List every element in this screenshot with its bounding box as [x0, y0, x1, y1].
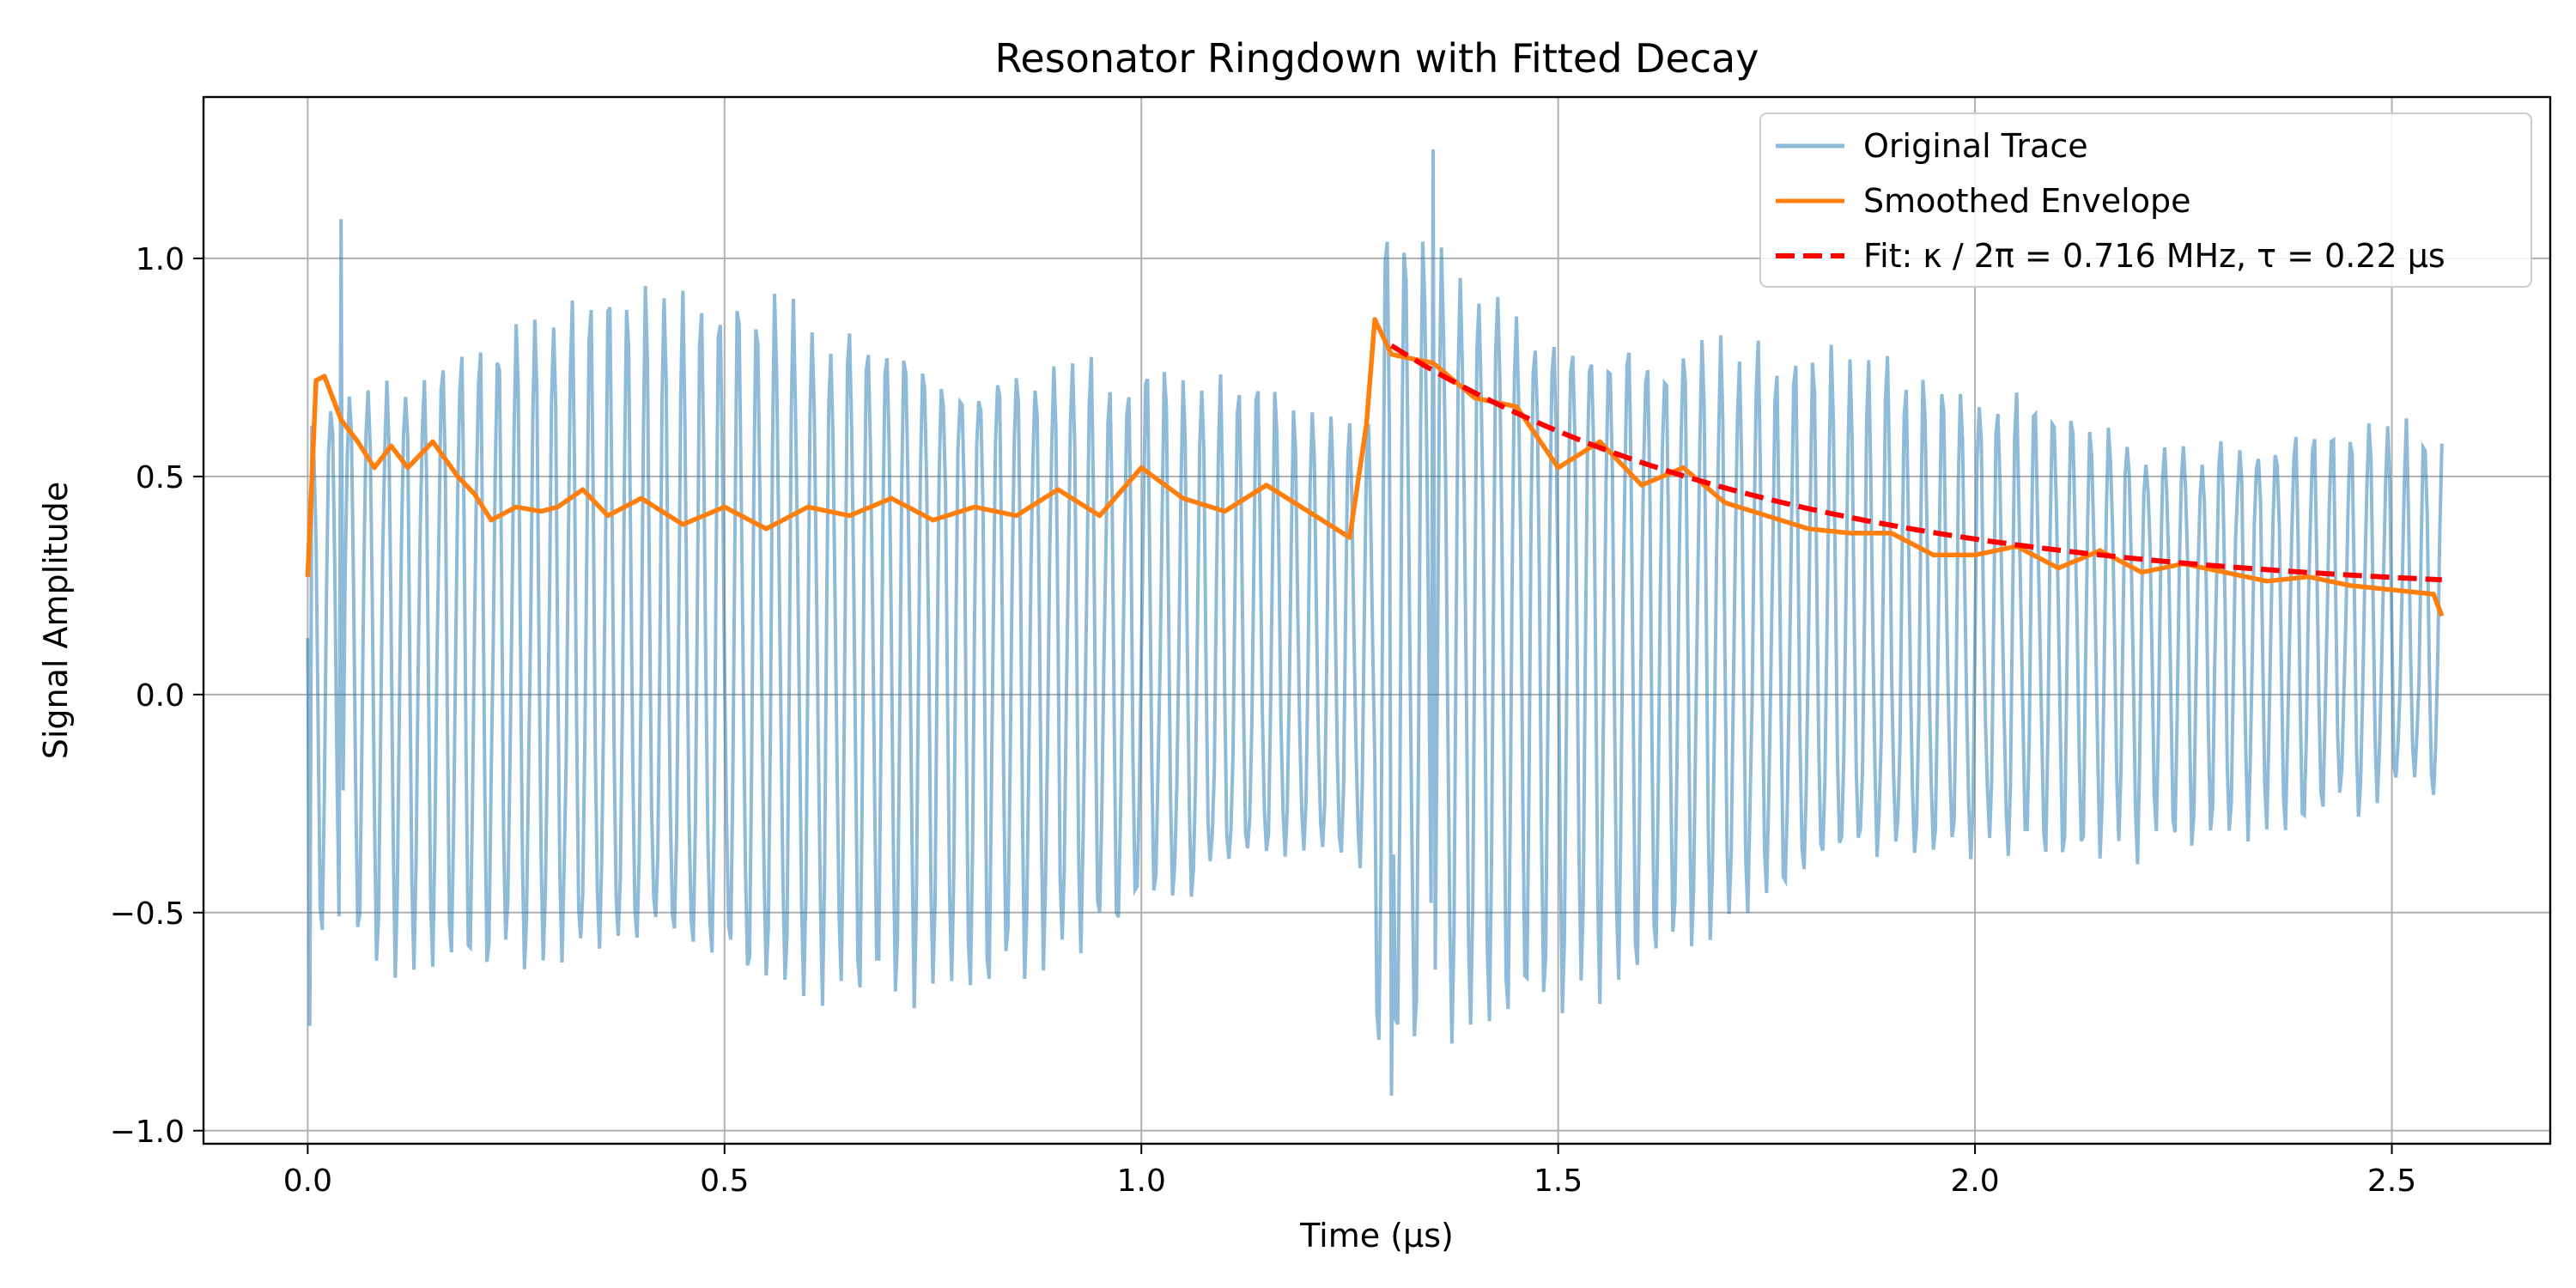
series-original-trace: [306, 149, 2444, 1097]
legend-box: [1759, 112, 2532, 288]
y-tick-label: −1.0: [110, 1115, 185, 1150]
plot-series: [305, 149, 2445, 1097]
chart-title: Resonator Ringdown with Fitted Decay: [995, 35, 1759, 82]
plot-frame: [202, 95, 2552, 1145]
legend-label: Smoothed Envelope: [1863, 182, 2190, 220]
legend: Original Trace Smoothed Envelope Fit: κ / …: [1759, 112, 2532, 288]
y-tick-label: 0.5: [136, 460, 185, 495]
x-tick-label: 1.0: [1117, 1163, 1166, 1199]
x-tick-label: 1.5: [1534, 1163, 1583, 1199]
x-tick-label: 0.0: [283, 1163, 332, 1199]
x-tick-label: 2.5: [2367, 1163, 2416, 1199]
y-tick-label: 1.0: [136, 242, 185, 277]
x-axis-label: Time (µs): [1299, 1217, 1454, 1255]
y-tick-label: −0.5: [110, 896, 185, 932]
y-tick-label: 0.0: [136, 678, 185, 714]
legend-label: Original Trace: [1863, 127, 2088, 165]
series-fit-decay: [1389, 343, 2442, 583]
y-axis-label: Signal Amplitude: [37, 482, 75, 760]
legend-label: Fit: κ / 2π = 0.716 MHz, τ = 0.22 µs: [1863, 237, 2445, 275]
axis-ticks: 0.0 0.5 1.0 1.5 2.0 2.5 −1.0 −0.5 0.0 0.5 1.0: [110, 242, 2417, 1199]
x-tick-label: 2.0: [1950, 1163, 1999, 1199]
x-tick-label: 0.5: [700, 1163, 749, 1199]
series-smoothed-envelope: [305, 317, 2445, 617]
